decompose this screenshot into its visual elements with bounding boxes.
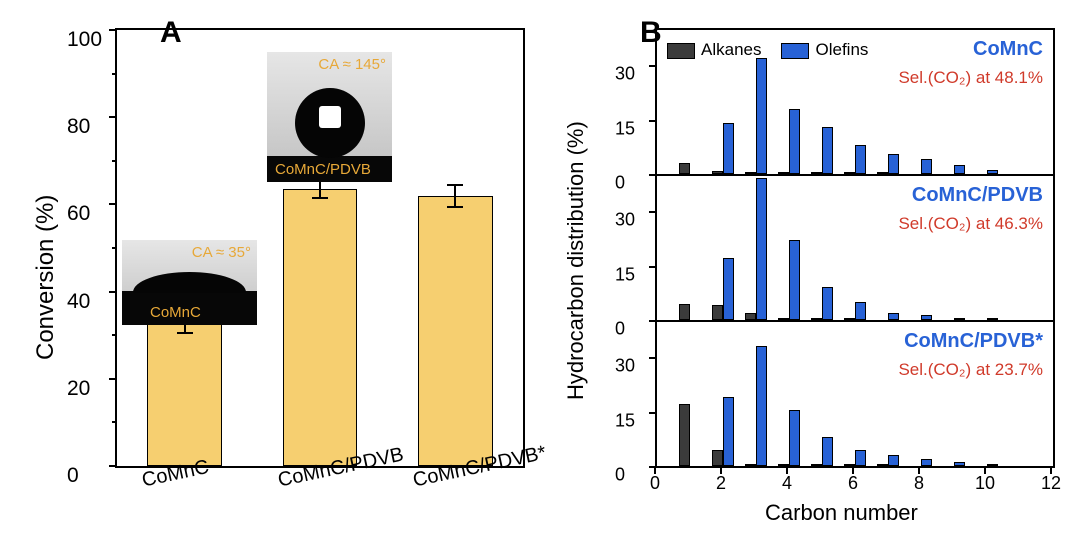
bar-olefins bbox=[888, 154, 899, 174]
panel-b-ytick-label: 0 bbox=[615, 319, 625, 340]
bar-olefins bbox=[987, 464, 998, 466]
bar-olefins bbox=[789, 240, 800, 320]
panel-b-xtick-label: 6 bbox=[848, 473, 858, 494]
inset2-ca-text: CA ≈ 145° bbox=[318, 56, 386, 73]
panel-a-ylabel: Conversion (%) bbox=[32, 195, 60, 360]
panel-a-bar bbox=[283, 189, 357, 466]
panel-a-inset-flatdrop: CA ≈ 35° CoMnC bbox=[122, 240, 257, 325]
bar-olefins bbox=[855, 145, 866, 174]
panel-b-xtick-label: 12 bbox=[1041, 473, 1061, 494]
bar-olefins bbox=[789, 109, 800, 174]
bar-olefins bbox=[921, 459, 932, 466]
subplot-selectivity-text: Sel.(CO₂) at 48.1% bbox=[898, 68, 1043, 88]
bar-olefins bbox=[789, 410, 800, 466]
bar-alkanes bbox=[712, 450, 723, 466]
bar-olefins bbox=[723, 123, 734, 174]
panel-b-subplot: 01530CoMnC/PDVB*Sel.(CO₂) at 23.7% bbox=[657, 320, 1053, 466]
panel-a-ytick-label: 60 bbox=[67, 202, 90, 226]
bar-olefins bbox=[756, 346, 767, 466]
bar-olefins bbox=[954, 165, 965, 174]
bar-alkanes bbox=[679, 163, 690, 174]
bar-olefins bbox=[756, 58, 767, 174]
legend-item: Olefins bbox=[781, 40, 868, 60]
panel-b-ytick-label: 15 bbox=[615, 410, 635, 431]
panel-b-ytick-label: 15 bbox=[615, 264, 635, 285]
bar-olefins bbox=[723, 258, 734, 320]
panel-a-ytick-label: 80 bbox=[67, 115, 90, 139]
inset1-ca-text: CA ≈ 35° bbox=[192, 244, 251, 261]
panel-a-ytick-label: 100 bbox=[67, 28, 102, 52]
figure-root: A Conversion (%) 020406080100 CA ≈ 35° C… bbox=[0, 0, 1080, 553]
bar-olefins bbox=[855, 450, 866, 466]
legend-item: Alkanes bbox=[667, 40, 761, 60]
bar-olefins bbox=[822, 437, 833, 466]
panel-a-plot-area: 020406080100 CA ≈ 35° CoMnC CA ≈ 145° Co… bbox=[115, 28, 525, 468]
panel-a-ytick-label: 20 bbox=[67, 377, 90, 401]
legend-swatch bbox=[667, 43, 695, 59]
subplot-title: CoMnC bbox=[973, 38, 1043, 61]
legend-swatch bbox=[781, 43, 809, 59]
inset2-caption: CoMnC/PDVB bbox=[275, 161, 371, 178]
panel-b-ytick-label: 30 bbox=[615, 356, 635, 377]
bar-alkanes bbox=[811, 464, 822, 466]
panel-a-ytick-label: 0 bbox=[67, 464, 79, 488]
bar-olefins bbox=[921, 159, 932, 174]
panel-b-plot-area: 01530AlkanesOlefinsCoMnCSel.(CO₂) at 48.… bbox=[655, 28, 1055, 468]
panel-b-subplot: 01530AlkanesOlefinsCoMnCSel.(CO₂) at 48.… bbox=[657, 30, 1053, 174]
panel-b-xtick-label: 8 bbox=[914, 473, 924, 494]
panel-b-xtick-label: 2 bbox=[716, 473, 726, 494]
panel-b-ytick-label: 30 bbox=[615, 64, 635, 85]
bar-alkanes bbox=[679, 304, 690, 320]
bar-olefins bbox=[888, 455, 899, 466]
bar-olefins bbox=[954, 462, 965, 466]
panel-a-ytick-label: 40 bbox=[67, 290, 90, 314]
inset1-caption: CoMnC bbox=[150, 304, 201, 321]
bar-alkanes bbox=[877, 464, 888, 466]
bar-alkanes bbox=[745, 464, 756, 466]
panel-b-xtick-label: 10 bbox=[975, 473, 995, 494]
bar-olefins bbox=[756, 178, 767, 320]
subplot-selectivity-text: Sel.(CO₂) at 23.7% bbox=[898, 360, 1043, 380]
bar-olefins bbox=[723, 397, 734, 466]
panel-b-ytick-label: 0 bbox=[615, 465, 625, 486]
subplot-selectivity-text: Sel.(CO₂) at 46.3% bbox=[898, 214, 1043, 234]
panel-b-subplot: 01530CoMnC/PDVBSel.(CO₂) at 46.3% bbox=[657, 174, 1053, 320]
panel-a-bar bbox=[147, 324, 221, 466]
panel-b-ytick-label: 30 bbox=[615, 210, 635, 231]
panel-b-legend: Alkanes Olefins bbox=[667, 40, 868, 60]
panel-b: B Hydrocarbon distribution (%) Carbon nu… bbox=[555, 10, 1070, 540]
panel-a-inset-rounddrop: CA ≈ 145° CoMnC/PDVB bbox=[267, 52, 392, 182]
bar-olefins bbox=[855, 302, 866, 320]
panel-b-xtick-label: 0 bbox=[650, 473, 660, 494]
bar-alkanes bbox=[712, 305, 723, 320]
panel-a-bar bbox=[418, 196, 492, 466]
bar-olefins bbox=[822, 127, 833, 174]
subplot-title: CoMnC/PDVB bbox=[912, 184, 1043, 207]
bar-olefins bbox=[822, 287, 833, 320]
panel-b-ytick-label: 0 bbox=[615, 173, 625, 194]
panel-b-ytick-label: 15 bbox=[615, 118, 635, 139]
panel-a: A Conversion (%) 020406080100 CA ≈ 35° C… bbox=[20, 10, 540, 540]
subplot-title: CoMnC/PDVB* bbox=[904, 330, 1043, 353]
bar-olefins bbox=[888, 313, 899, 320]
panel-b-xtick-label: 4 bbox=[782, 473, 792, 494]
bar-alkanes bbox=[679, 404, 690, 466]
panel-b-ylabel: Hydrocarbon distribution (%) bbox=[563, 121, 589, 400]
panel-b-xlabel: Carbon number bbox=[765, 500, 918, 526]
